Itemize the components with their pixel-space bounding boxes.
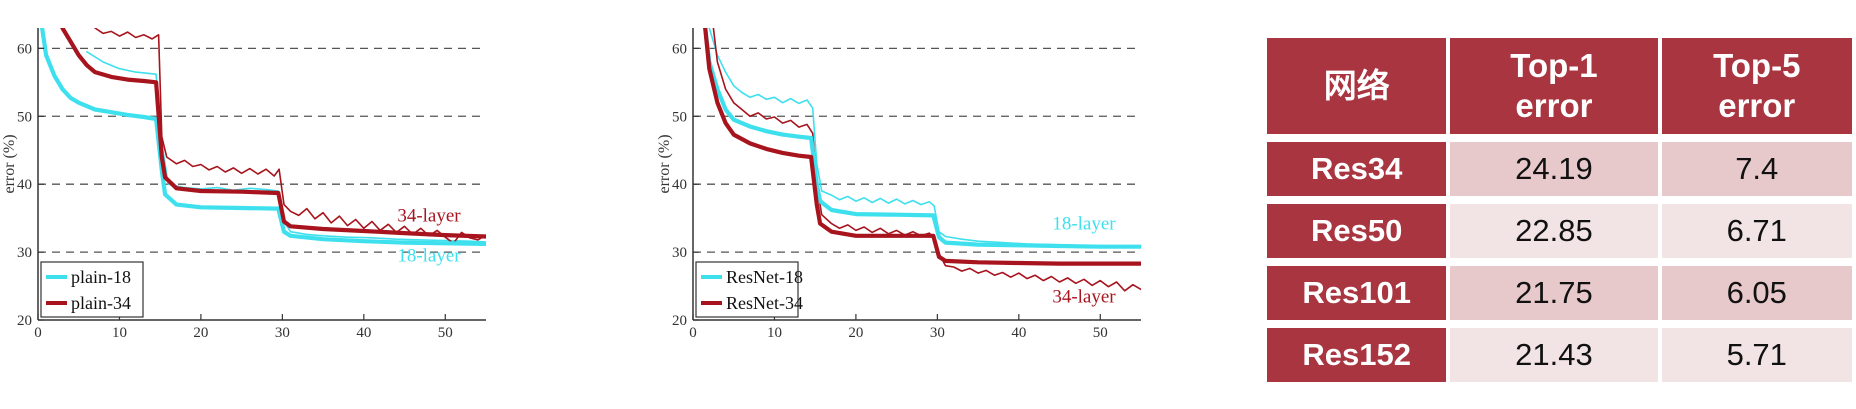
annotation-34-layer: 34-layer (1052, 286, 1116, 307)
legend-label-plain-34: plain-34 (71, 293, 131, 313)
y-tick-label: 20 (17, 313, 32, 329)
x-tick-label: 0 (689, 325, 697, 341)
x-tick-label: 50 (438, 325, 453, 341)
legend-label-resnet-34: ResNet-34 (726, 293, 803, 313)
network-name: Res34 (1267, 142, 1450, 196)
chart-plain: 20 30 40 50 60 0 10 20 30 40 50 error (%) 34-layer 18… (0, 0, 600, 404)
top5-value: 7.4 (1662, 142, 1856, 196)
chart-plain-svg: 20 30 40 50 60 0 10 20 30 40 50 error (%) 34-layer 18… (0, 0, 600, 404)
x-tick-label: 20 (848, 325, 863, 341)
top5-value: 6.05 (1662, 266, 1856, 320)
y-axis-label: error (%) (656, 134, 673, 193)
y-tick-label: 60 (672, 41, 687, 57)
annotation-18-layer: 18-layer (1052, 214, 1116, 235)
y-tick-label: 40 (672, 177, 687, 193)
top1-value: 21.43 (1450, 328, 1661, 382)
top1-value: 24.19 (1450, 142, 1661, 196)
top1-value: 22.85 (1450, 204, 1661, 258)
x-tick-label: 40 (1011, 325, 1026, 341)
top5-value: 5.71 (1662, 328, 1856, 382)
x-tick-label: 0 (34, 325, 42, 341)
plot-area (705, 28, 1141, 291)
y-tick-label: 60 (17, 41, 32, 57)
header-top5: Top-5 error (1662, 38, 1856, 134)
network-name: Res50 (1267, 204, 1450, 258)
y-axis-label: error (%) (1, 134, 18, 193)
header-top1-text: Top-1 error (1510, 47, 1597, 124)
chart-resnet: 20 30 40 50 60 0 10 20 30 40 50 error (%) 18-layer 34… (655, 0, 1255, 404)
network-name: Res152 (1267, 328, 1450, 382)
chart-resnet-svg: 20 30 40 50 60 0 10 20 30 40 50 error (%) 18-layer 34… (655, 0, 1255, 404)
table-row: Res50 22.85 6.71 (1267, 204, 1856, 258)
annotation-18-layer: 18-layer (397, 246, 461, 267)
y-tick-label: 30 (17, 245, 32, 261)
top5-value: 6.71 (1662, 204, 1856, 258)
x-tick-label: 30 (930, 325, 945, 341)
legend-label-plain-18: plain-18 (71, 267, 131, 287)
y-tick-label: 40 (17, 177, 32, 193)
results-table: 网络 Top-1 error Top-5 error Res34 24.19 7… (1267, 30, 1856, 390)
y-tick-label: 50 (672, 109, 687, 125)
top1-value: 21.75 (1450, 266, 1661, 320)
y-tick-label: 20 (672, 313, 687, 329)
x-tick-label: 10 (112, 325, 127, 341)
x-tick-label: 20 (193, 325, 208, 341)
legend: plain-18 plain-34 (41, 262, 143, 317)
x-tick-label: 10 (767, 325, 782, 341)
table-row: Res152 21.43 5.71 (1267, 328, 1856, 382)
x-tick-label: 40 (356, 325, 371, 341)
header-top5-text: Top-5 error (1713, 47, 1800, 124)
annotation-34-layer: 34-layer (397, 206, 461, 227)
table-row: Res34 24.19 7.4 (1267, 142, 1856, 196)
header-network: 网络 (1267, 38, 1450, 134)
legend: ResNet-18 ResNet-34 (696, 262, 803, 317)
table-row: Res101 21.75 6.05 (1267, 266, 1856, 320)
header-top1: Top-1 error (1450, 38, 1661, 134)
x-tick-label: 50 (1093, 325, 1108, 341)
y-tick-label: 50 (17, 109, 32, 125)
legend-label-resnet-18: ResNet-18 (726, 267, 803, 287)
x-tick-label: 30 (275, 325, 290, 341)
network-name: Res101 (1267, 266, 1450, 320)
table-header-row: 网络 Top-1 error Top-5 error (1267, 38, 1856, 134)
y-tick-label: 30 (672, 245, 687, 261)
series-line-resnet-34-train (713, 28, 1141, 291)
